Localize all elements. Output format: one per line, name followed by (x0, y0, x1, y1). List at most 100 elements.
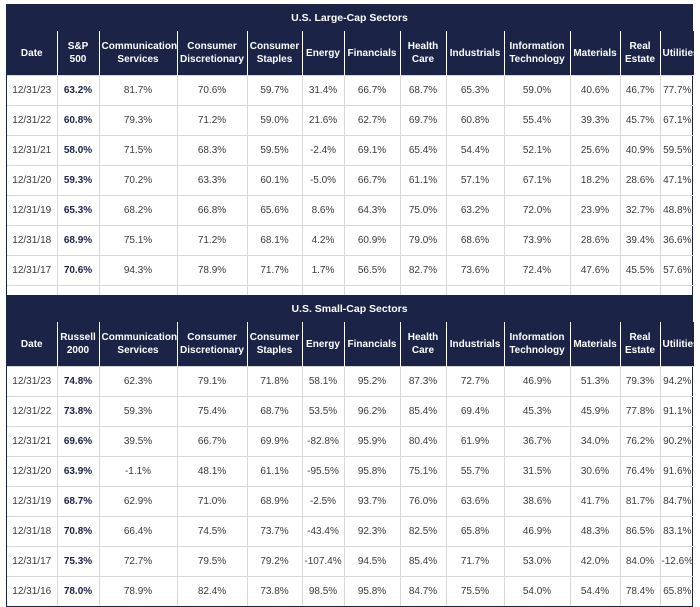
sector-value-cell: 78.9% (176, 255, 247, 286)
sector-value-cell: 73.9% (503, 225, 570, 256)
column-header-sector: Financials (343, 31, 400, 76)
column-header-sector: Utilities (659, 322, 699, 367)
column-header-sector: Real Estate (619, 31, 660, 76)
sector-value-cell: 84.7% (659, 486, 694, 517)
index-value-cell: 58.0% (56, 135, 99, 166)
sector-value-cell: 94.2% (659, 366, 694, 397)
sector-value-cell: 72.7% (98, 546, 177, 577)
sector-value-cell: 54.4% (569, 576, 620, 606)
date-cell: 12/31/18 (7, 225, 57, 256)
sector-value-cell: 92.3% (343, 516, 400, 547)
sector-value-cell: -2.4% (301, 135, 344, 166)
date-cell: 12/31/19 (7, 195, 57, 226)
large-cap-sectors-table: Date S&P 500 Communication Services Consume… (7, 31, 699, 315)
column-header-sector: Utilities (659, 31, 699, 76)
small-cap-table-panel: U.S. Small-Cap Sectors Date Russell 2000 C… (6, 295, 699, 607)
sector-value-cell: 66.7% (343, 165, 400, 196)
sector-value-cell: 45.9% (569, 396, 620, 427)
sector-value-cell: 60.8% (445, 105, 504, 136)
sector-value-cell: 94.3% (98, 255, 177, 286)
sector-value-cell: 62.7% (343, 105, 400, 136)
sector-value-cell: 71.2% (176, 225, 247, 256)
sector-value-cell: 81.7% (619, 486, 660, 517)
sector-value-cell: 75.1% (98, 225, 177, 256)
sector-value-cell: 39.3% (569, 105, 620, 136)
sector-value-cell: 96.2% (343, 396, 400, 427)
sector-value-cell: 31.5% (503, 456, 570, 487)
table-row: 12/31/17 75.3% 72.7% 79.5% 79.2% -107.4% 94.5%… (7, 546, 694, 577)
sector-value-cell: 38.6% (503, 486, 570, 517)
date-cell: 12/31/20 (7, 456, 57, 487)
small-cap-sectors-table: Date Russell 2000 Communication Services Co… (7, 322, 699, 606)
sector-value-cell: 47.6% (569, 255, 620, 286)
sector-value-cell: 67.1% (503, 165, 570, 196)
sector-value-cell: 72.4% (503, 255, 570, 286)
sector-value-cell: 68.2% (98, 195, 177, 226)
sector-value-cell: 32.7% (619, 195, 660, 226)
date-cell: 12/31/21 (7, 135, 57, 166)
sector-value-cell: 71.7% (246, 255, 302, 286)
date-cell: 12/31/23 (7, 75, 57, 106)
column-header-date: Date (7, 322, 57, 367)
column-header-sector: Consumer Discretionary (176, 322, 247, 367)
column-header-sector: Financials (343, 322, 400, 367)
sector-value-cell: 62.3% (98, 366, 177, 397)
column-header-sector: Communication Services (98, 322, 177, 367)
sector-value-cell: 85.4% (399, 396, 446, 427)
sector-value-cell: 65.6% (246, 195, 302, 226)
table-row: 12/31/19 65.3% 68.2% 66.8% 65.6% 8.6% 64.3% 75.… (7, 195, 694, 226)
sector-value-cell: 73.8% (246, 576, 302, 606)
table-row: 12/31/20 63.9% -1.1% 48.1% 61.1% -95.5% 95.8% 7… (7, 456, 694, 487)
sector-value-cell: 57.6% (659, 255, 694, 286)
sector-value-cell: 53.0% (503, 546, 570, 577)
index-value-cell: 78.0% (56, 576, 99, 606)
sector-value-cell: 64.3% (343, 195, 400, 226)
sector-value-cell: 95.2% (343, 366, 400, 397)
sector-value-cell: 59.5% (246, 135, 302, 166)
sector-value-cell: 56.5% (343, 255, 400, 286)
sector-value-cell: 40.9% (619, 135, 660, 166)
index-value-cell: 59.3% (56, 165, 99, 196)
sector-value-cell: 59.3% (98, 396, 177, 427)
sector-value-cell: 91.6% (659, 456, 694, 487)
column-header-sector: Information Technology (503, 31, 570, 76)
sector-value-cell: 95.8% (343, 456, 400, 487)
sector-value-cell: -12.6% (659, 546, 694, 577)
sector-value-cell: 76.0% (399, 486, 446, 517)
sector-value-cell: 65.4% (399, 135, 446, 166)
sector-value-cell: 74.5% (176, 516, 247, 547)
sector-value-cell: 71.2% (176, 105, 247, 136)
sector-value-cell: 36.7% (503, 426, 570, 457)
sector-value-cell: -107.4% (301, 546, 344, 577)
column-header-sector: Health Care (399, 31, 446, 76)
sector-value-cell: 39.4% (619, 225, 660, 256)
sector-value-cell: 40.6% (569, 75, 620, 106)
sector-value-cell: 71.0% (176, 486, 247, 517)
date-cell: 12/31/21 (7, 426, 57, 457)
sector-value-cell: 79.5% (176, 546, 247, 577)
sector-value-cell: 55.7% (445, 456, 504, 487)
column-header-sector: Materials (569, 31, 620, 76)
large-cap-table-panel: U.S. Large-Cap Sectors Date S&P 500 Commun… (6, 4, 699, 316)
sector-value-cell: 69.7% (399, 105, 446, 136)
sector-value-cell: 18.2% (569, 165, 620, 196)
column-header-sector: Materials (569, 322, 620, 367)
table-row: 12/31/23 74.8% 62.3% 79.1% 71.8% 58.1% 95.2% 87… (7, 366, 694, 397)
sector-value-cell: 1.7% (301, 255, 344, 286)
sector-value-cell: 63.2% (445, 195, 504, 226)
sector-value-cell: 59.0% (246, 105, 302, 136)
sector-value-cell: 85.4% (399, 546, 446, 577)
sector-value-cell: 79.3% (98, 105, 177, 136)
sector-value-cell: 77.7% (659, 75, 694, 106)
sector-value-cell: 28.6% (569, 225, 620, 256)
column-header-index: Russell 2000 (56, 322, 99, 367)
sector-value-cell: 65.8% (659, 576, 694, 606)
sector-value-cell: 66.7% (343, 75, 400, 106)
sector-value-cell: 63.3% (176, 165, 247, 196)
sector-value-cell: 48.1% (176, 456, 247, 487)
sector-value-cell: 91.1% (659, 396, 694, 427)
sector-value-cell: 48.3% (569, 516, 620, 547)
sector-value-cell: 65.8% (445, 516, 504, 547)
sector-value-cell: 54.4% (445, 135, 504, 166)
sector-value-cell: 84.0% (619, 546, 660, 577)
